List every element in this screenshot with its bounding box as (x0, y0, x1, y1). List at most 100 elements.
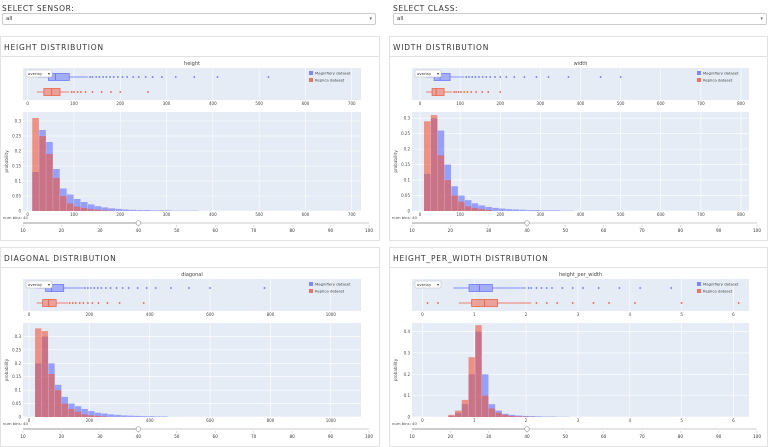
num-bins-label: num bins: 40 (392, 215, 417, 220)
magnifiery-outlier (468, 76, 470, 78)
slider-tick-label: 30 (97, 434, 103, 439)
slider-tick-label: 30 (97, 228, 103, 233)
x-axis-tick-label: 100 (456, 212, 464, 217)
replica-outlier (481, 91, 484, 93)
y-axis-tick-label: 0.15 (401, 162, 410, 167)
slider-tick-label: 50 (563, 228, 569, 233)
legend-label-magnifiery: Magnifiery dataset (315, 282, 351, 287)
histogram-bar-replica (430, 115, 438, 211)
histogram-bar-replica (481, 395, 489, 417)
replica-outlier (460, 91, 462, 93)
x-axis-tick-label: 200 (116, 212, 124, 217)
replica-outlier (147, 91, 149, 93)
overlay-mode-button[interactable]: overlay ▾ (25, 69, 53, 78)
y-axis-label: probability (4, 150, 9, 173)
slider-tick-label: 100 (365, 434, 373, 439)
y-axis-tick-label: 0.4 (404, 329, 411, 334)
replica-outlier (68, 302, 71, 304)
replica-outlier (556, 302, 559, 304)
legend-swatch-magnifiery (309, 71, 313, 75)
x-axis-tick-label: 3 (577, 418, 580, 423)
panel-title: DIAGONAL DISTRIBUTION (4, 254, 117, 263)
overlay-mode-button[interactable]: overlay ▾ (25, 280, 53, 289)
slider-tick-label: 60 (601, 228, 607, 233)
replica-outlier (680, 302, 683, 304)
legend-swatch-replica (309, 78, 313, 82)
magnifiery-outlier (115, 287, 118, 289)
legend-label-magnifiery: Magnifiery dataset (703, 71, 739, 76)
x-axis-tick-label: 100 (70, 212, 78, 217)
distribution-panel: HEIGHT_PER_WIDTH DISTRIBUTION height_per_… (389, 247, 768, 447)
num-bins-slider[interactable] (23, 220, 369, 226)
histogram-bar-replica (101, 210, 109, 211)
replica-outlier (110, 91, 112, 93)
magnifiery-outlier (126, 76, 129, 78)
y-axis-tick-label: 0.05 (12, 401, 21, 406)
caret-down-icon: ▾ (48, 71, 50, 76)
overlay-button-frame[interactable] (25, 69, 53, 78)
slider-handle[interactable] (524, 220, 530, 226)
histogram-bar-replica (448, 414, 455, 417)
class-select[interactable]: all ▾ (393, 13, 767, 25)
y-axis-tick-label: 0.1 (15, 179, 22, 184)
histogram-bar-magnifiery (122, 209, 130, 211)
box-axis-tick-label: 700 (697, 101, 705, 106)
num-bins-slider[interactable] (412, 426, 757, 432)
slider-handle[interactable] (135, 220, 141, 226)
distribution-panel: WIDTH DISTRIBUTION width 0 100 200 300 400 500 6… (389, 36, 768, 241)
histogram-bar-replica (53, 178, 60, 211)
slider-tick-label: 60 (213, 434, 219, 439)
magnifiery-outlier (540, 287, 543, 289)
x-axis-tick-label: 400 (209, 212, 217, 217)
sensor-select-value: all (6, 16, 13, 22)
slider-handle[interactable] (524, 426, 530, 432)
magnifiery-outlier (494, 76, 496, 78)
replica-outlier (73, 91, 75, 93)
box-axis-tick-label: 500 (255, 101, 263, 106)
overlay-mode-button[interactable]: overlay ▾ (414, 69, 442, 78)
overlay-button-frame[interactable] (414, 280, 442, 289)
box-axis-tick-label: 700 (348, 101, 356, 106)
x-axis-tick-label: 0 (421, 418, 424, 423)
num-bins-slider[interactable] (412, 220, 757, 226)
replica-outlier (470, 91, 473, 93)
x-axis-tick-label: 1 (473, 418, 476, 423)
replica-outlier (91, 91, 94, 93)
histogram-bar-magnifiery (481, 374, 489, 417)
histogram-bar-replica (41, 331, 49, 417)
slider-tick-label: 10 (409, 434, 415, 439)
overlay-mode-button[interactable]: overlay ▾ (414, 280, 442, 289)
histogram-bar-magnifiery (499, 208, 506, 211)
slider-handle[interactable] (135, 426, 141, 432)
histogram-bar-magnifiery (526, 210, 533, 211)
box-axis-tick-label: 400 (146, 312, 154, 317)
sensor-select[interactable]: all ▾ (2, 13, 376, 25)
histogram-bar-replica (68, 408, 75, 417)
replica-outlier (76, 91, 79, 93)
slider-tick-label: 90 (716, 228, 722, 233)
chevron-down-icon: ▾ (369, 16, 372, 22)
histogram-bar-replica (94, 209, 102, 211)
slider-tick-label: 100 (365, 228, 373, 233)
magnifiery-outlier (102, 76, 105, 78)
replica-outlier (119, 91, 122, 93)
magnifiery-outlier (105, 287, 107, 289)
x-axis-tick-label: 600 (302, 212, 310, 217)
histogram-bar-magnifiery (73, 199, 81, 211)
replica-outlier (100, 91, 103, 93)
slider-tick-label: 50 (174, 228, 180, 233)
histogram-area (23, 112, 361, 211)
class-select-value: all (397, 16, 404, 22)
magnifiery-outlier (263, 287, 266, 289)
histogram-bar-magnifiery (143, 210, 151, 211)
overlay-button-frame[interactable] (414, 69, 442, 78)
num-bins-slider[interactable] (23, 426, 369, 432)
histogram-bar-magnifiery (66, 194, 74, 211)
overlay-button-label: overlay (28, 71, 43, 76)
magnifiery-outlier (499, 76, 502, 78)
magnifiery-outlier (93, 287, 96, 289)
histogram-bar-magnifiery (94, 412, 102, 417)
x-axis-tick-label: 2 (525, 418, 528, 423)
overlay-button-frame[interactable] (25, 280, 53, 289)
slider-tick-label: 40 (524, 434, 530, 439)
